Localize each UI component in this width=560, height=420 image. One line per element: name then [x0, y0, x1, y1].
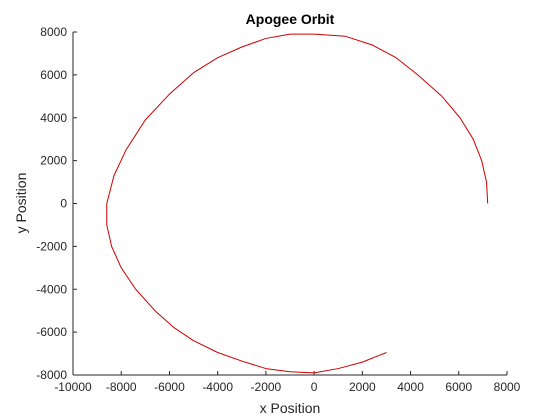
x-tick-label: -10000 — [54, 380, 92, 394]
x-tick-label: -4000 — [202, 380, 233, 394]
y-axis-ticks: -8000 -6000 -4000 -2000 0 2000 4000 6000 8000 — [36, 25, 77, 382]
x-tick-label: 0 — [311, 380, 318, 394]
x-tick-label: -6000 — [154, 380, 185, 394]
x-tick-label: 8000 — [494, 380, 521, 394]
y-tick-label: 2000 — [40, 154, 67, 168]
x-axis-ticks: -10000 -8000 -6000 -4000 -2000 0 2000 4000 6000 8… — [54, 371, 521, 394]
x-tick-label: -2000 — [251, 380, 282, 394]
y-tick-label: 4000 — [40, 111, 67, 125]
y-axis-label: y Position — [13, 173, 29, 234]
y-tick-label: -8000 — [36, 368, 67, 382]
x-tick-label: 2000 — [349, 380, 376, 394]
x-tick-label: 4000 — [397, 380, 424, 394]
y-tick-label: -6000 — [36, 325, 67, 339]
y-tick-label: -4000 — [36, 282, 67, 296]
y-tick-label: 0 — [60, 197, 67, 211]
x-axis-label: x Position — [260, 400, 321, 416]
series-group — [106, 33, 489, 374]
y-tick-label: 6000 — [40, 68, 67, 82]
y-tick-label: -2000 — [36, 239, 67, 253]
x-tick-label: -8000 — [106, 380, 137, 394]
chart-title: Apogee Orbit — [246, 11, 335, 27]
orbit-series-line — [106, 33, 489, 374]
x-tick-label: 6000 — [445, 380, 472, 394]
y-tick-label: 8000 — [40, 25, 67, 39]
